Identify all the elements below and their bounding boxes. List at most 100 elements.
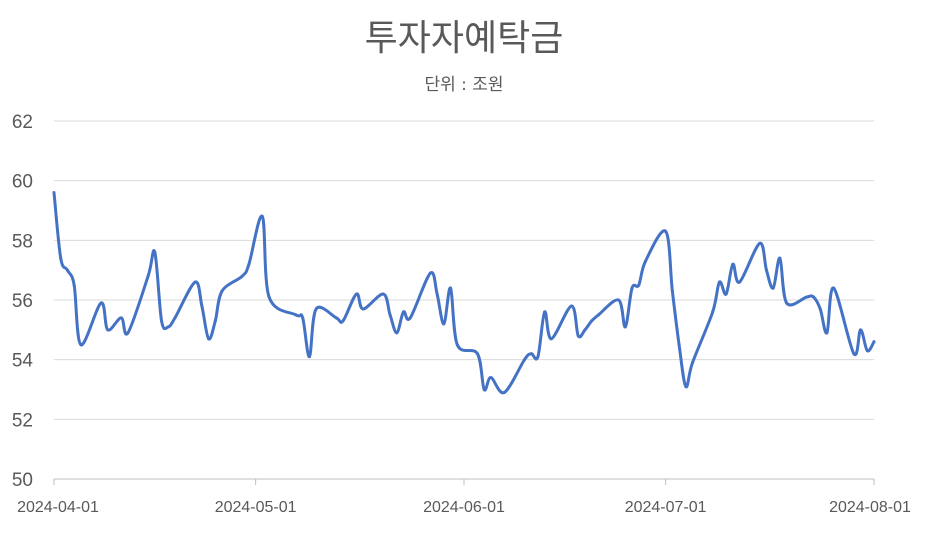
data-point [522, 358, 526, 362]
gridlines [54, 120, 874, 480]
data-point [664, 229, 668, 233]
data-point [153, 250, 157, 254]
data-point [442, 322, 446, 326]
data-point [475, 352, 479, 356]
data-point [307, 355, 311, 359]
data-point [758, 241, 762, 245]
data-point [435, 292, 439, 296]
data-point [812, 295, 816, 299]
data-point [543, 310, 547, 314]
data-point [482, 388, 486, 391]
data-point [106, 328, 110, 332]
data-point [455, 343, 459, 347]
data-point [119, 316, 123, 320]
data-point [717, 280, 721, 284]
series-line [52, 191, 876, 395]
data-point [388, 313, 392, 317]
data-point [771, 286, 775, 290]
data-point [354, 292, 358, 296]
data-point [193, 280, 197, 284]
data-point [301, 316, 305, 320]
data-point [724, 292, 728, 296]
data-point [200, 304, 204, 308]
data-point [623, 325, 627, 329]
data-point [684, 385, 688, 389]
data-point [173, 316, 177, 320]
data-point [677, 343, 681, 347]
data-point [126, 331, 130, 335]
y-tick-label: 62 [12, 112, 33, 133]
data-point [637, 283, 641, 287]
data-point [449, 286, 453, 290]
x-tick-label: 2024-07-01 [625, 499, 707, 516]
data-point [314, 307, 318, 311]
data-point [160, 319, 164, 323]
data-point [738, 280, 742, 284]
data-point [691, 361, 695, 365]
y-tick-label: 50 [12, 470, 33, 491]
data-point [778, 256, 782, 260]
data-point [334, 316, 338, 320]
data-point [859, 328, 863, 332]
data-point [395, 331, 399, 335]
data-point [785, 301, 789, 305]
data-point [207, 337, 211, 341]
x-tick-label: 2024-06-01 [423, 499, 505, 516]
data-point [711, 310, 715, 314]
data-point [872, 340, 876, 344]
data-point [240, 274, 244, 278]
data-point [832, 286, 836, 290]
data-point [402, 310, 406, 314]
data-point [764, 268, 768, 272]
data-point [617, 298, 621, 302]
data-point [576, 334, 580, 338]
data-point [247, 262, 251, 266]
data-point [166, 325, 170, 329]
data-point [590, 319, 594, 323]
data-point [294, 313, 298, 317]
data-point [59, 256, 63, 260]
x-axis: 2024-04-01 2024-05-01 2024-06-01 2024-07-01… [17, 479, 911, 516]
data-point [825, 331, 829, 335]
data-point [267, 295, 271, 299]
data-point [630, 286, 634, 290]
x-tick-label: 2024-08-01 [829, 499, 911, 516]
data-point [146, 274, 150, 278]
data-points [52, 191, 876, 394]
data-point [529, 352, 533, 356]
data-point [213, 319, 217, 323]
data-point [852, 352, 856, 356]
y-tick-label: 58 [12, 231, 33, 252]
y-tick-label: 54 [12, 351, 34, 372]
data-point [65, 268, 69, 272]
data-point [489, 376, 493, 380]
data-point [361, 307, 365, 311]
data-point [72, 283, 76, 287]
y-tick-label: 52 [12, 410, 33, 431]
data-point [570, 304, 574, 308]
data-point [805, 295, 809, 299]
data-point [536, 355, 540, 359]
data-point [341, 319, 345, 323]
data-point [583, 328, 587, 332]
chart-title: 투자자예탁금 [365, 18, 564, 59]
data-point [596, 313, 600, 317]
data-point [643, 259, 647, 263]
data-point [670, 289, 674, 293]
data-point [549, 337, 553, 341]
data-point [865, 349, 869, 353]
data-point [260, 214, 264, 218]
x-tick-label: 2024-04-01 [17, 499, 99, 516]
chart-subtitle: 단위 : 조원 [424, 75, 503, 95]
data-point [99, 301, 103, 305]
data-point [79, 343, 83, 347]
data-point [381, 292, 385, 296]
data-point [731, 262, 735, 266]
x-tick-label: 2024-05-01 [215, 499, 297, 516]
y-tick-label: 56 [12, 291, 33, 312]
data-point [428, 271, 432, 275]
data-point [52, 191, 56, 195]
y-tick-label: 60 [12, 172, 33, 193]
data-point [818, 307, 822, 311]
